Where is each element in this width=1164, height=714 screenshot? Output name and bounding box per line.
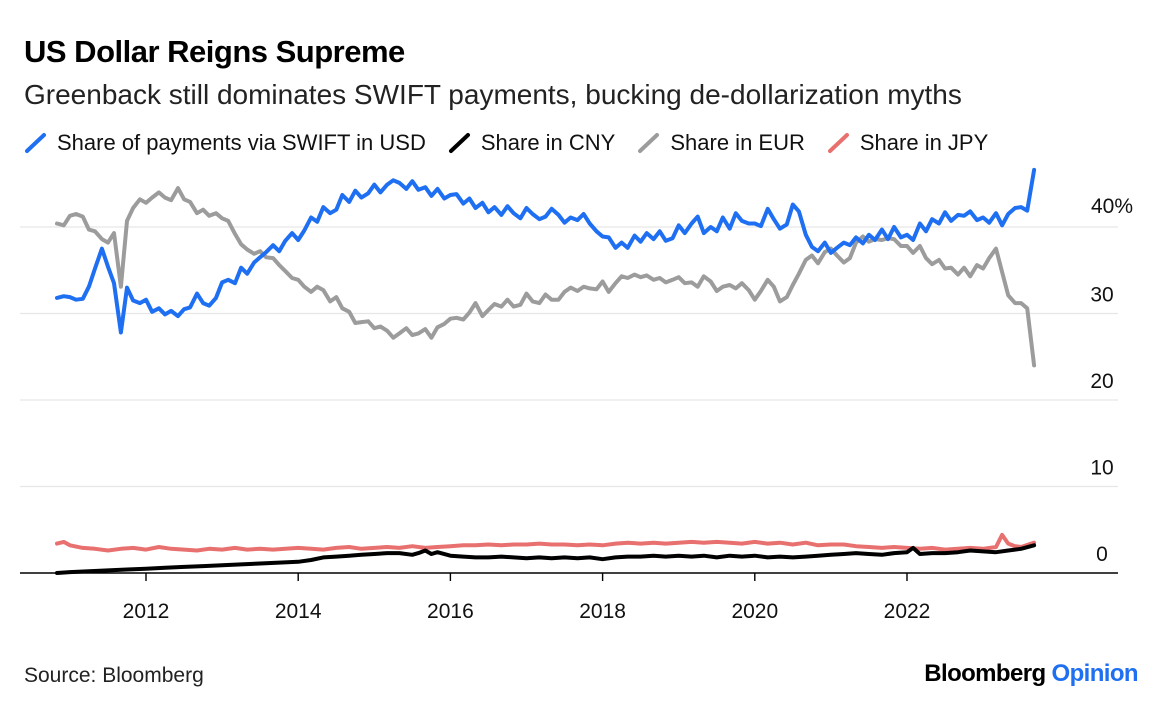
series-line-cny-line bbox=[55, 543, 1037, 575]
legend-label-jpy: Share in JPY bbox=[859, 130, 989, 155]
x-tick-label: 2014 bbox=[275, 600, 322, 623]
legend-swatch-jpy bbox=[827, 133, 849, 153]
x-tick-label: 2018 bbox=[579, 600, 626, 623]
legend-item-jpy: Share in JPY bbox=[827, 130, 988, 156]
series-line-eur-line bbox=[55, 186, 1037, 368]
y-tick-label: 0 bbox=[1096, 543, 1108, 566]
legend-label-eur: Share in EUR bbox=[670, 130, 805, 155]
y-tick-label: 40% bbox=[1091, 195, 1133, 218]
brand-logo: Bloomberg Opinion bbox=[924, 660, 1138, 688]
y-tick-label: 30 bbox=[1090, 284, 1113, 307]
chart-subtitle: Greenback still dominates SWIFT payments… bbox=[24, 79, 962, 110]
legend-swatch-eur bbox=[638, 133, 660, 153]
legend-item-cny: Share in CNY bbox=[448, 130, 616, 156]
source-note: Source: Bloomberg bbox=[24, 664, 204, 687]
legend-item-usd: Share of payments via SWIFT in USD bbox=[24, 130, 426, 156]
legend-swatch-cny bbox=[448, 133, 470, 153]
y-tick-label: 20 bbox=[1090, 370, 1113, 393]
series-line-usd-line bbox=[55, 167, 1037, 335]
legend-swatch-usd bbox=[25, 133, 46, 153]
brand-name: Bloomberg bbox=[924, 660, 1046, 687]
x-tick-label: 2020 bbox=[731, 600, 778, 623]
y-tick-label: 10 bbox=[1090, 457, 1113, 480]
brand-suffix: Opinion bbox=[1051, 660, 1139, 687]
chart-legend: Share of payments via SWIFT in USD Share… bbox=[24, 130, 1010, 156]
chart-title: US Dollar Reigns Supreme bbox=[24, 34, 405, 69]
series-line-jpy-line bbox=[55, 532, 1037, 553]
x-tick-label: 2016 bbox=[427, 600, 474, 623]
legend-label-cny: Share in CNY bbox=[480, 130, 616, 155]
x-tick-label: 2012 bbox=[123, 600, 170, 623]
x-tick-label: 2022 bbox=[884, 600, 931, 623]
legend-item-eur: Share in EUR bbox=[637, 130, 805, 156]
legend-label-usd: Share of payments via SWIFT in USD bbox=[57, 130, 426, 155]
